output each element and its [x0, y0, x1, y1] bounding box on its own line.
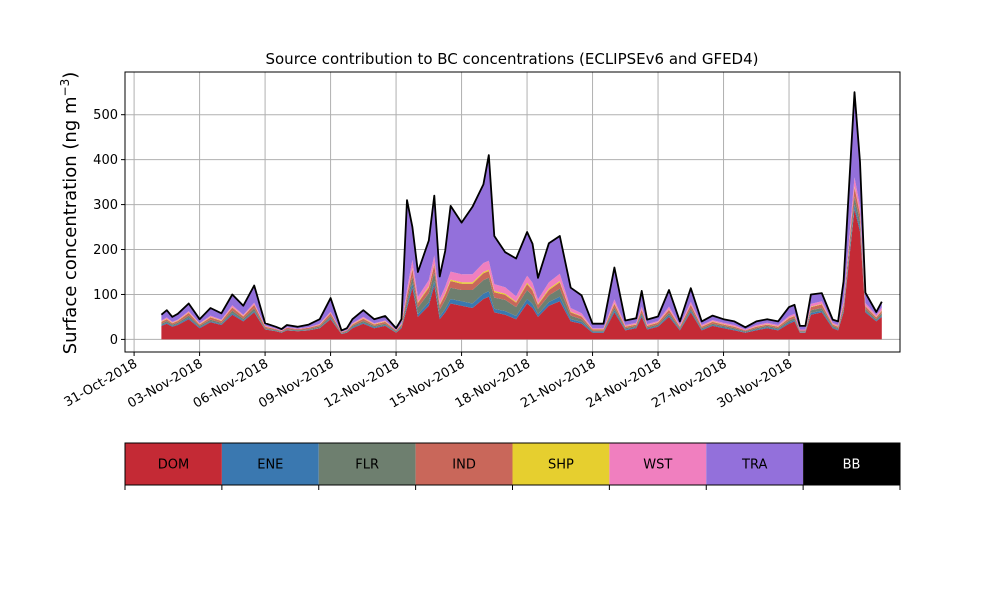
legend-swatch-ene — [221, 443, 319, 485]
y-axis-ticks: 0 100 200 300 400 500 — [93, 108, 125, 348]
area-dom — [161, 209, 882, 340]
plot-frame — [124, 71, 901, 353]
chart-title: Source contribution to BC concentrations… — [265, 50, 758, 68]
total-outline-line — [160, 91, 883, 332]
y-tick-label: 100 — [93, 288, 118, 303]
y-tick-label: 200 — [93, 243, 118, 258]
legend-label-ene: ENE — [257, 458, 283, 473]
y-axis-label-main: Surface concentration (ng m — [60, 96, 81, 354]
legend-swatch-bb — [803, 443, 900, 485]
y-axis-label: Surface concentration (ng m−3) — [58, 72, 81, 355]
legend-swatch-shp — [512, 443, 610, 485]
y-tick-label: 400 — [93, 153, 118, 168]
legend: DOM ENE FLR IND SHP WST TRA BB — [124, 442, 901, 490]
grid — [125, 72, 900, 352]
y-axis-label-close: ) — [60, 72, 81, 79]
area-flr — [161, 196, 882, 334]
total-outline — [160, 91, 883, 332]
legend-swatch-wst — [609, 443, 707, 485]
legend-label-shp: SHP — [548, 458, 574, 473]
x-axis-ticks: 31-Oct-201803-Nov-201806-Nov-201809-Nov-… — [62, 352, 795, 411]
y-tick-label: 300 — [93, 198, 118, 213]
y-tick-label: 0 — [110, 333, 118, 348]
legend-label-ind: IND — [452, 458, 476, 473]
legend-label-flr: FLR — [355, 458, 379, 473]
area-tra — [161, 92, 882, 332]
legend-swatch-dom — [125, 443, 222, 485]
area-ene — [161, 204, 882, 334]
stacked-areas — [161, 92, 882, 340]
legend-label-wst: WST — [643, 458, 672, 473]
y-axis-label-superscript: −3 — [58, 79, 72, 97]
legend-label-bb: BB — [843, 458, 861, 473]
y-tick-label: 500 — [93, 108, 118, 123]
legend-swatch-flr — [318, 443, 416, 485]
legend-swatch-ind — [415, 443, 513, 485]
legend-label-dom: DOM — [158, 458, 189, 473]
legend-label-tra: TRA — [741, 458, 767, 473]
legend-swatch-tra — [706, 443, 804, 485]
